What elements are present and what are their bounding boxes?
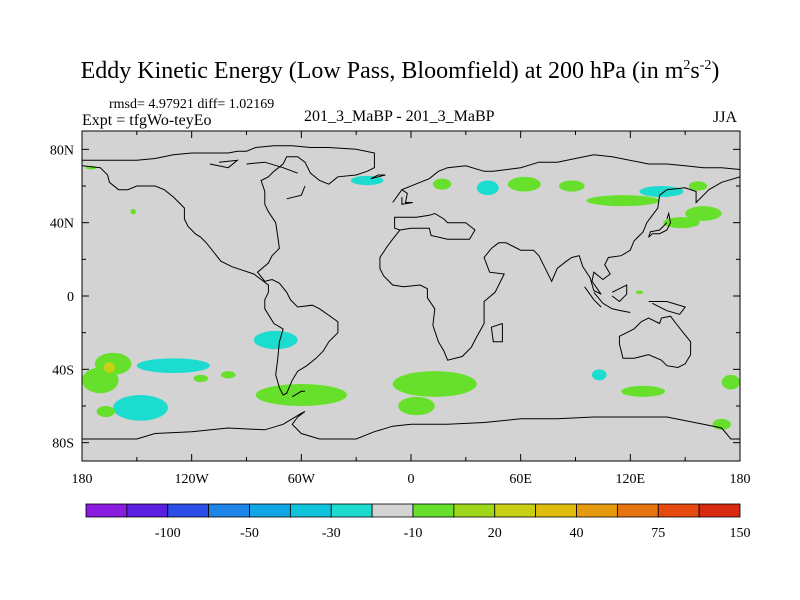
y-tick-label: 0: [67, 290, 74, 305]
anomaly-region: [96, 406, 115, 417]
coastline: [286, 185, 306, 200]
anomaly-region: [392, 371, 477, 397]
anomaly-region: [663, 217, 700, 229]
anomaly-region: [586, 195, 660, 207]
colorbar-box: [289, 503, 332, 518]
anomaly-region: [688, 181, 708, 191]
anomaly-region: [130, 208, 136, 215]
anomaly-region: [635, 290, 644, 295]
chart-title: Eddy Kinetic Energy (Low Pass, Bloomfiel…: [80, 58, 720, 84]
x-tick-label: 120E: [616, 472, 646, 487]
colorbar-label: -100: [155, 526, 181, 541]
coastline: [618, 315, 692, 369]
colorbar-box: [412, 503, 455, 518]
y-tick-label: 40S: [52, 363, 74, 378]
colorbar-box: [330, 503, 373, 518]
season-label: JJA: [713, 109, 738, 126]
anomaly-region: [432, 178, 452, 190]
colorbar-label: 150: [730, 526, 751, 541]
anomaly-region: [220, 371, 236, 379]
coastline: [392, 154, 740, 203]
coastline: [209, 159, 240, 169]
coastline: [291, 390, 305, 398]
coastline: [584, 286, 602, 308]
anomaly-region: [103, 362, 115, 373]
coastline: [82, 145, 375, 396]
colorbar-box: [85, 503, 128, 518]
coastline: [490, 323, 503, 343]
anomaly-region: [591, 369, 607, 381]
coastline: [401, 189, 413, 205]
x-tick-label: 60E: [509, 472, 532, 487]
anomaly-region: [559, 180, 585, 192]
anomaly-region: [136, 358, 210, 373]
colorbar-label: 75: [651, 526, 665, 541]
x-tick-label: 60W: [288, 472, 316, 487]
colorbar-box: [535, 503, 577, 518]
colorbar-box: [698, 503, 741, 518]
colorbar-box: [494, 503, 537, 518]
x-tick-label: 120W: [175, 472, 210, 487]
stats-label: rmsd= 4.97921 diff= 1.02169: [109, 97, 275, 112]
anomaly-region: [398, 396, 435, 416]
colorbar-box: [167, 503, 210, 518]
anomaly-region: [193, 374, 209, 383]
anomaly-region: [350, 175, 384, 186]
anomaly-region: [507, 176, 541, 192]
colorbar-box: [576, 503, 618, 518]
colorbar-box: [616, 503, 659, 518]
anomaly-region: [639, 186, 684, 197]
anomaly-region: [476, 180, 499, 196]
colorbar-label: -30: [322, 526, 341, 541]
x-tick-label: 0: [408, 472, 415, 487]
center-label: 201_3_MaBP - 201_3_MaBP: [304, 108, 495, 125]
x-tick-label: 180: [730, 472, 751, 487]
coastline: [648, 211, 672, 238]
anomaly-region: [82, 367, 119, 394]
y-tick-label: 80N: [50, 143, 74, 158]
coastline: [379, 176, 740, 361]
colorbar-label: -50: [240, 526, 259, 541]
x-tick-label: 180: [72, 472, 93, 487]
anomaly-region: [113, 395, 168, 421]
anomaly-region: [685, 206, 722, 221]
colorbar-box: [371, 503, 414, 518]
anomaly-region: [721, 374, 740, 390]
colorbar-box: [453, 503, 496, 518]
anomaly-region: [253, 330, 298, 350]
colorbar-label: -10: [404, 526, 423, 541]
coastline: [648, 301, 687, 315]
coastline: [246, 161, 298, 174]
coastline: [593, 291, 631, 313]
colorbar-box: [249, 503, 291, 518]
coastline: [82, 411, 740, 440]
y-tick-label: 80S: [52, 437, 74, 452]
experiment-label: Expt = tfgWo-teyEo: [82, 112, 212, 129]
colorbar-box: [657, 503, 700, 518]
coastline: [370, 174, 386, 180]
y-tick-label: 40N: [50, 217, 74, 232]
colorbar-label: 20: [488, 526, 502, 541]
anomaly-region: [621, 385, 666, 397]
coastline: [611, 284, 628, 303]
colorbar-box: [126, 503, 169, 518]
colorbar-label: 40: [570, 526, 584, 541]
anomaly-region: [255, 384, 348, 406]
colorbar-box: [208, 503, 250, 518]
